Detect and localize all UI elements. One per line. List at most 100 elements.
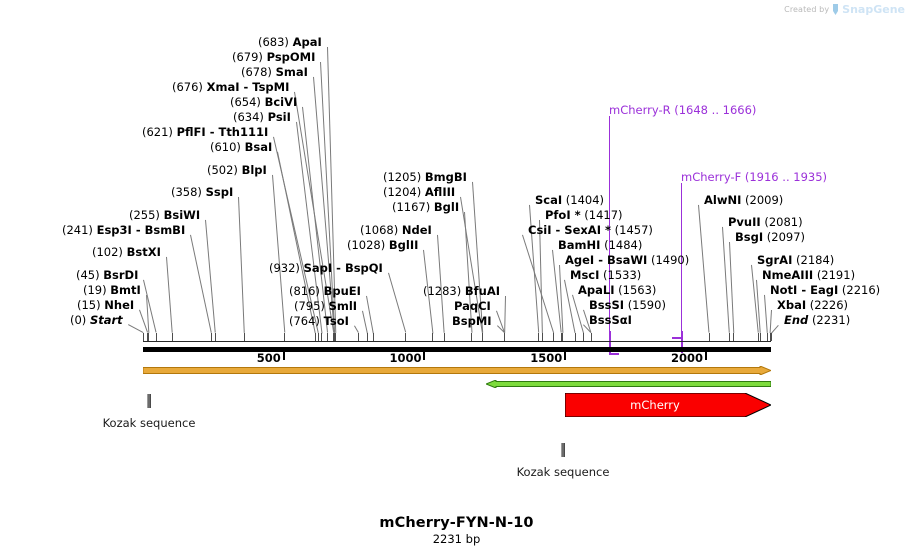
enzyme-position: (502) (207, 163, 238, 177)
enzyme-position: (1590) (627, 298, 666, 312)
enzyme-label[interactable]: (0) Start (70, 314, 123, 326)
site-tick (561, 333, 562, 341)
enzyme-label[interactable]: PfoI * (1417) (545, 209, 623, 221)
enzyme-label[interactable]: NmeAIII (2191) (762, 269, 855, 281)
enzyme-position: (1205) (383, 170, 422, 184)
feature-arrow[interactable] (143, 366, 771, 375)
enzyme-name: BsrDI (103, 268, 139, 282)
enzyme-label[interactable]: ScaI (1404) (535, 194, 604, 206)
enzyme-name: PflFI (176, 125, 206, 139)
enzyme-label[interactable]: NotI - EagI (2216) (770, 284, 880, 296)
enzyme-name: AflIII (424, 185, 456, 199)
enzyme-label[interactable]: PvuII (2081) (728, 216, 803, 228)
leader-line (272, 174, 286, 333)
enzyme-name: NmeAIII (762, 268, 814, 282)
enzyme-label[interactable]: BssSI (1590) (589, 299, 666, 311)
enzyme-label[interactable]: AgeI - BsaWI (1490) (565, 254, 689, 266)
enzyme-label[interactable]: (502) BlpI (207, 164, 267, 176)
enzyme-label[interactable]: BsgI (2097) (735, 231, 805, 243)
enzyme-label[interactable]: (255) BsiWI (129, 209, 200, 221)
enzyme-position: (2191) (816, 268, 856, 282)
enzyme-label[interactable]: ApaLI (1563) (578, 284, 656, 296)
enzyme-label[interactable]: (764) TsoI (289, 315, 349, 327)
enzyme-label[interactable]: (678) SmaI (241, 66, 308, 78)
enzyme-label[interactable]: (932) SapI - BspQI (269, 262, 383, 274)
site-tick (315, 333, 316, 341)
enzyme-label[interactable]: (621) PflFI - Tth111I (142, 126, 268, 138)
kozak-feature-label: Kozak sequence (516, 465, 610, 479)
enzyme-label[interactable]: (241) Esp3I - BsmBI (62, 224, 185, 236)
enzyme-position: (678) (241, 65, 272, 79)
site-tick (553, 333, 554, 341)
enzyme-name: XmaI (206, 80, 240, 94)
enzyme-name: BsiWI (163, 208, 201, 222)
enzyme-position: (2097) (766, 230, 806, 244)
enzyme-label[interactable]: (683) ApaI (258, 36, 322, 48)
enzyme-label[interactable]: (45) BsrDI (76, 269, 138, 281)
enzyme-name: SapI (303, 261, 333, 275)
enzyme-label[interactable]: (634) PsiI (233, 111, 291, 123)
watermark-prefix: Created by (784, 5, 830, 14)
enzyme-name: Esp3I (96, 223, 132, 237)
site-tick (482, 333, 483, 341)
enzyme-name: NheI (104, 298, 135, 312)
primer-label[interactable]: mCherry-F (1916 .. 1935) (681, 171, 827, 183)
enzyme-label[interactable]: PaqCI (454, 300, 491, 312)
site-tick (591, 333, 592, 341)
enzyme-label[interactable]: AlwNI (2009) (704, 194, 783, 206)
enzyme-position: (358) (171, 185, 202, 199)
enzyme-label[interactable]: (795) SmlI (294, 300, 357, 312)
enzyme-label[interactable]: BamHI (1484) (558, 239, 642, 251)
enzyme-label[interactable]: (1205) BmgBI (383, 171, 467, 183)
ruler-tick (564, 352, 567, 360)
enzyme-label[interactable]: MscI (1533) (570, 269, 641, 281)
enzyme-label[interactable]: CsiI - SexAI * (1457) (528, 224, 653, 236)
enzyme-label[interactable]: BssSαI (589, 314, 632, 326)
enzyme-label[interactable]: (676) XmaI - TspMI (172, 81, 289, 93)
primer-tick (681, 331, 683, 353)
leader-line (764, 294, 768, 333)
enzyme-label[interactable]: (19) BmtI (83, 284, 141, 296)
enzyme-label[interactable]: BspMI (452, 315, 492, 327)
primer-label[interactable]: mCherry-R (1648 .. 1666) (609, 104, 756, 116)
enzyme-label[interactable]: (1068) NdeI (360, 224, 432, 236)
enzyme-name: BsgI (735, 230, 764, 244)
kozak-feature-tick[interactable] (561, 443, 565, 457)
enzyme-position: (764) (289, 314, 320, 328)
enzyme-label[interactable]: (654) BciVI (230, 96, 297, 108)
site-tick (358, 333, 359, 341)
enzyme-name-alt: BspQI (344, 261, 383, 275)
leader-line (769, 310, 772, 334)
feature-arrow[interactable] (565, 393, 771, 417)
leader-line (698, 204, 710, 333)
enzyme-label[interactable]: (816) BpuEI (289, 285, 361, 297)
enzyme-label[interactable]: (1028) BglII (347, 239, 418, 251)
enzyme-label[interactable]: (679) PspOMI (232, 51, 315, 63)
enzyme-label[interactable]: (102) BstXI (92, 246, 161, 258)
sequence-line-top (143, 341, 771, 342)
enzyme-position: (1204) (383, 185, 422, 199)
primer-name: mCherry-R (609, 103, 671, 117)
feature-arrow[interactable] (486, 380, 771, 388)
enzyme-label[interactable]: (15) NheI (77, 299, 134, 311)
enzyme-label[interactable]: (1167) BglI (392, 201, 459, 213)
site-tick (733, 333, 734, 341)
enzyme-label[interactable]: XbaI (2226) (777, 299, 848, 311)
enzyme-name: PsiI (267, 110, 291, 124)
enzyme-separator: - (239, 80, 253, 94)
enzyme-label[interactable]: (358) SspI (171, 186, 233, 198)
site-tick (156, 333, 157, 341)
enzyme-label[interactable]: End (2231) (784, 314, 850, 326)
ruler-tick-label: 500 (256, 351, 281, 365)
ruler-tick (423, 352, 426, 360)
kozak-feature-tick[interactable] (147, 394, 151, 408)
enzyme-label[interactable]: (1283) BfuAI (423, 285, 500, 297)
enzyme-separator: - (797, 283, 811, 297)
enzyme-label[interactable]: (1204) AflIII (383, 186, 455, 198)
enzyme-name: BmgBI (424, 170, 467, 184)
primer-range: (1648 .. 1666) (674, 103, 757, 117)
enzyme-label[interactable]: SgrAI (2184) (757, 254, 834, 266)
site-tick (471, 333, 472, 341)
enzyme-label[interactable]: (610) BsaI (210, 141, 272, 153)
